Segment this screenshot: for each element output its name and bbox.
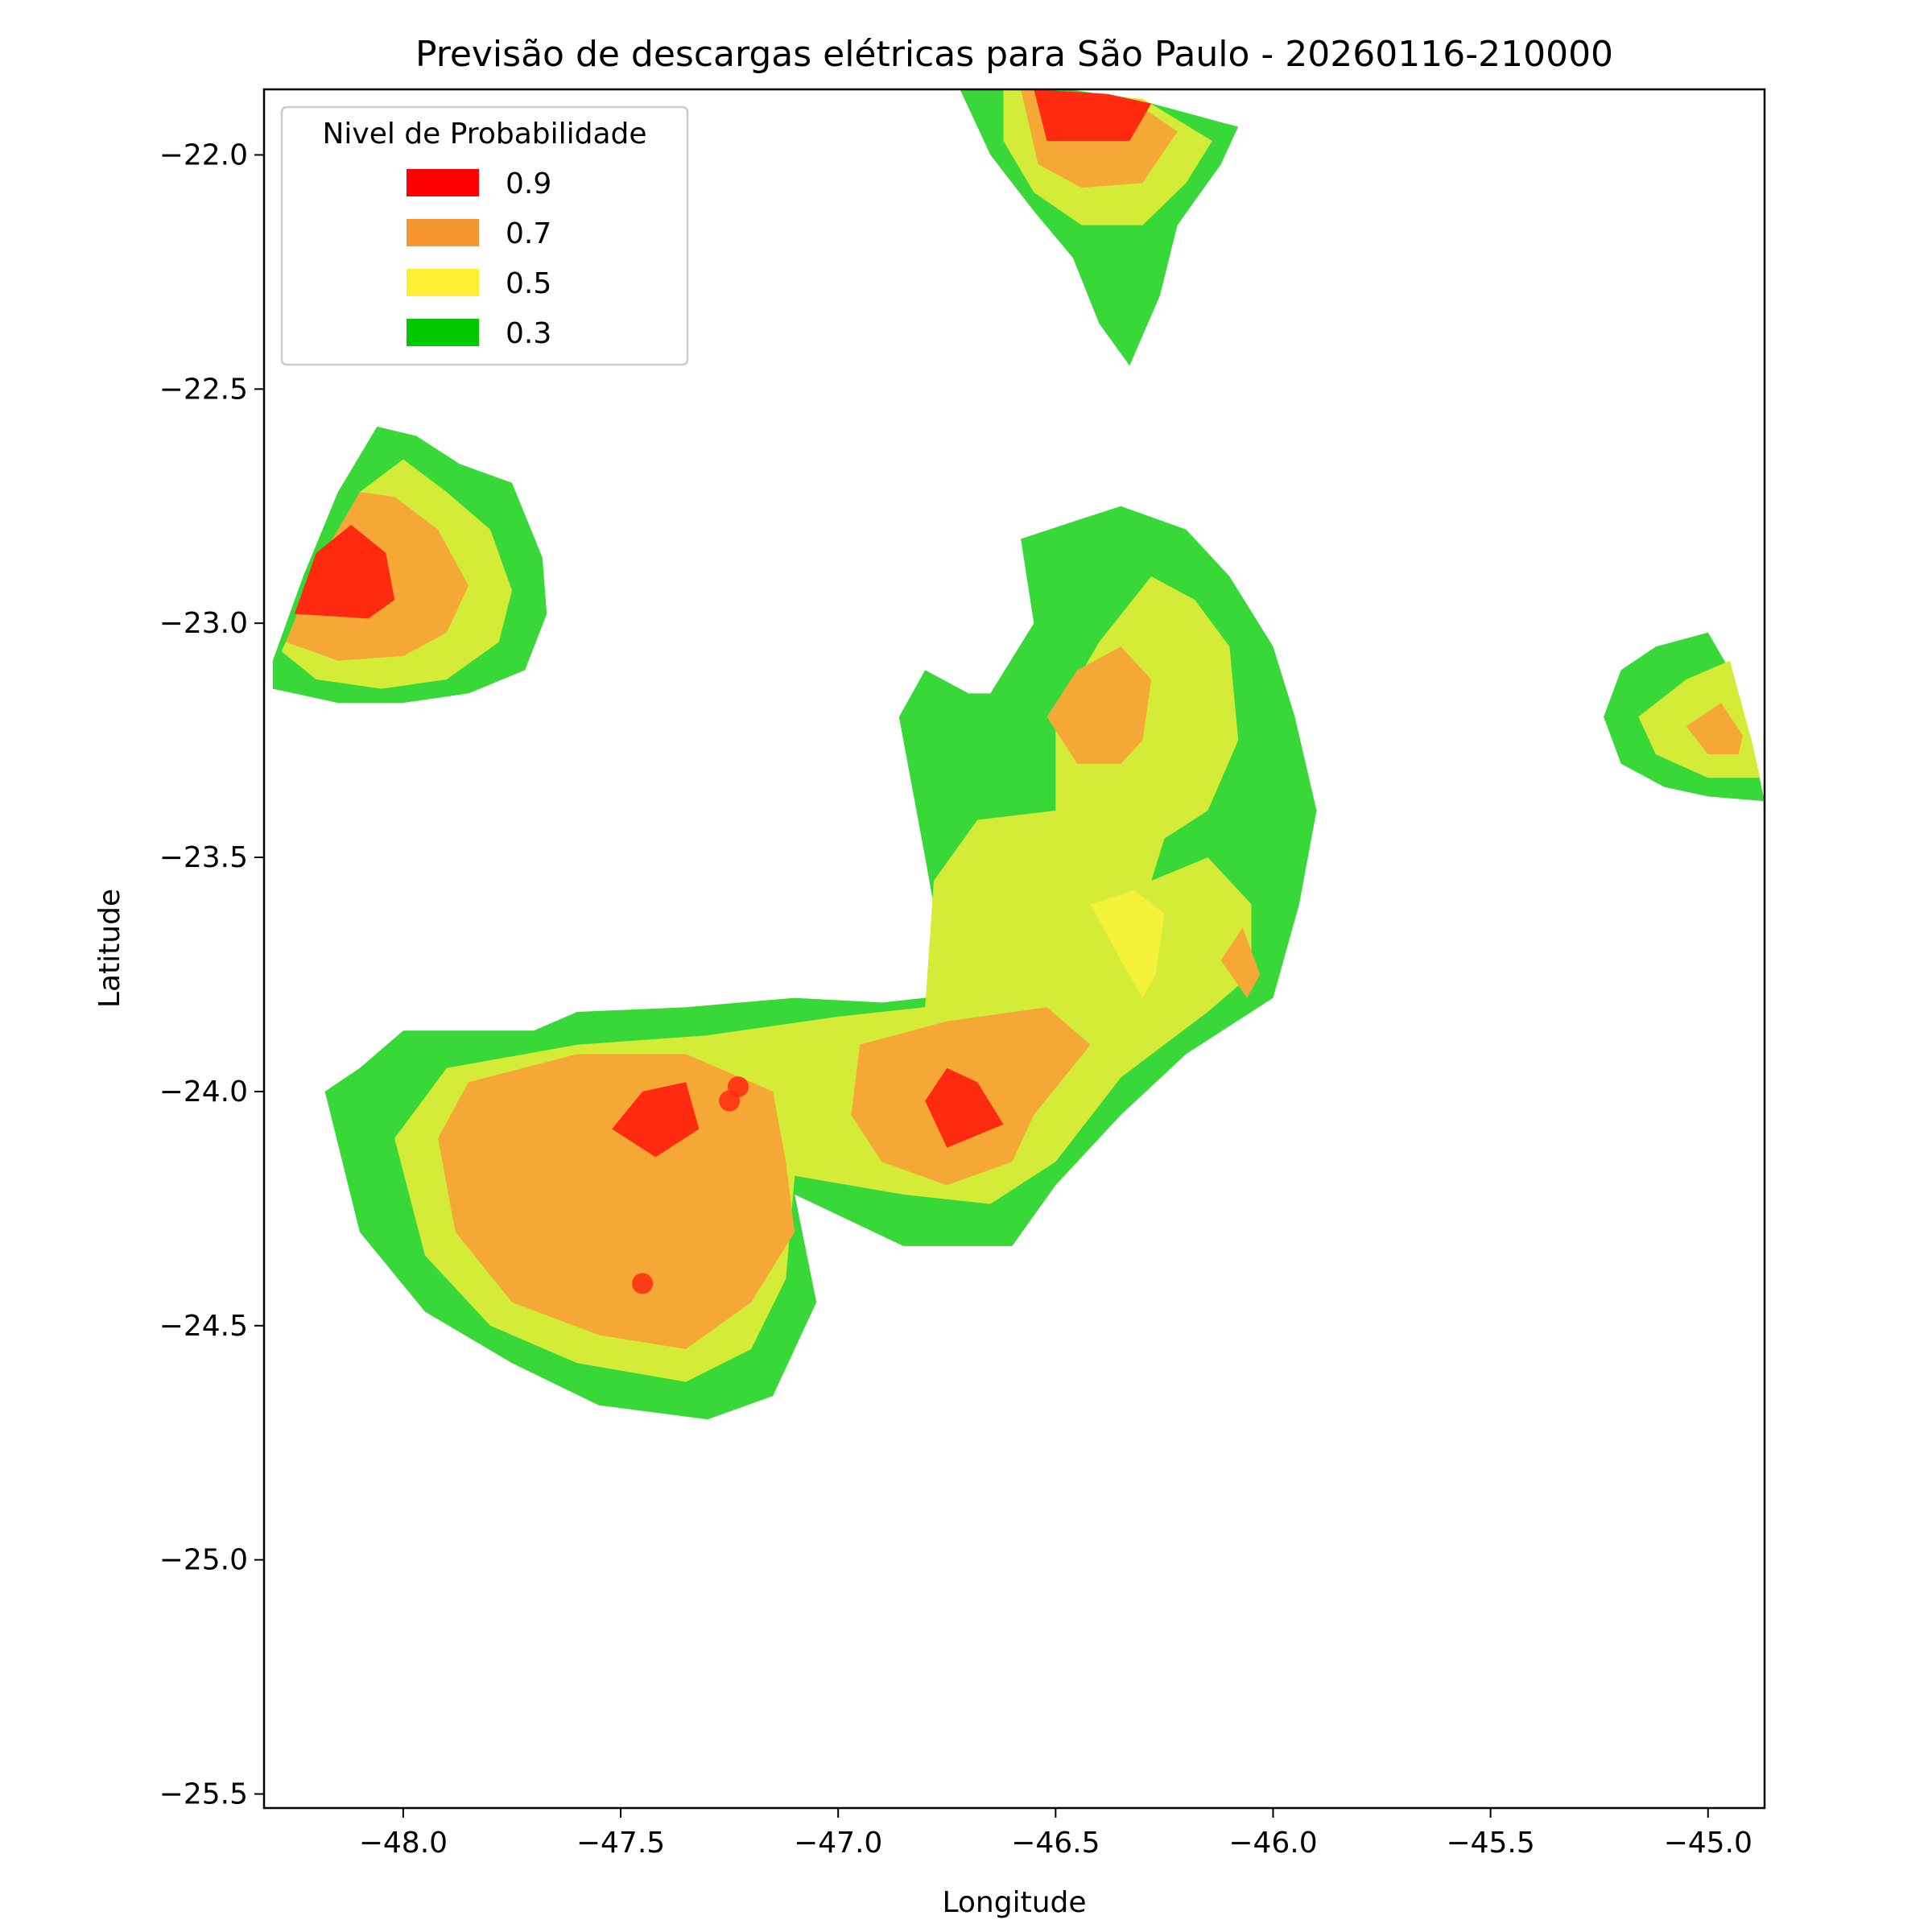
chart-title: Previsão de descargas elétricas para São… <box>415 34 1613 75</box>
legend-swatch-03 <box>407 319 479 346</box>
observation-marker-4 <box>745 1174 766 1196</box>
contour-region-09-3 <box>1034 89 1152 141</box>
contour-region-07-16 <box>1046 646 1152 764</box>
legend-title: Nivel de Probabilidade <box>322 118 646 151</box>
observation-marker-2 <box>936 1076 958 1098</box>
y-tick-label: −22.0 <box>159 138 248 171</box>
contour-region-07-17 <box>1220 927 1261 998</box>
observation-marker-3 <box>632 1273 654 1294</box>
y-axis-label: Latitude <box>93 889 126 1008</box>
contour-region-07-10 <box>1686 703 1743 755</box>
x-tick-label: −46.0 <box>1228 1827 1317 1860</box>
legend-label: 0.5 <box>506 267 551 300</box>
y-tick-label: −25.0 <box>159 1544 248 1577</box>
contour-region-06-13 <box>1090 890 1165 998</box>
y-tick-label: −24.5 <box>159 1310 248 1343</box>
observation-marker-1 <box>727 1076 749 1098</box>
legend-label: 0.3 <box>506 317 551 350</box>
contour-region-09-7 <box>294 525 395 619</box>
legend-swatch-07 <box>407 219 479 246</box>
x-axis: −48.0 −47.5 −47.0 −46.5 −46.0 −45.5 −45.0 <box>359 1808 1752 1860</box>
y-tick-label: −25.5 <box>159 1778 248 1811</box>
y-axis: −22.0 −22.5 −23.0 −23.5 −24.0 −24.5 −25.0 −25.5 <box>159 138 264 1811</box>
x-tick-label: −48.0 <box>359 1827 448 1860</box>
x-tick-label: −46.5 <box>1011 1827 1100 1860</box>
contour-region-07-14 <box>438 1054 795 1349</box>
legend-swatch-09 <box>407 169 479 196</box>
y-tick-label: −23.5 <box>159 841 248 874</box>
legend-label: 0.7 <box>506 217 551 250</box>
plot-area <box>272 89 1765 1420</box>
observation-marker-5 <box>1145 997 1166 1018</box>
y-tick-label: −22.5 <box>159 373 248 406</box>
x-tick-label: −45.5 <box>1446 1827 1534 1860</box>
legend-swatch-05 <box>407 269 479 296</box>
x-tick-label: −47.0 <box>794 1827 882 1860</box>
plot-frame <box>262 88 1766 1810</box>
contour-region-09-18 <box>612 1082 700 1158</box>
legend: Nivel de Probabilidade 0.9 0.7 0.5 0.3 <box>280 105 689 366</box>
y-tick-label: −23.0 <box>159 607 248 640</box>
legend-box <box>280 105 689 366</box>
x-tick-label: −45.0 <box>1664 1827 1752 1860</box>
x-axis-label: Longitude <box>942 1886 1086 1919</box>
x-tick-label: −47.5 <box>576 1827 665 1860</box>
legend-label: 0.9 <box>506 167 551 200</box>
y-tick-label: −24.0 <box>159 1075 248 1108</box>
